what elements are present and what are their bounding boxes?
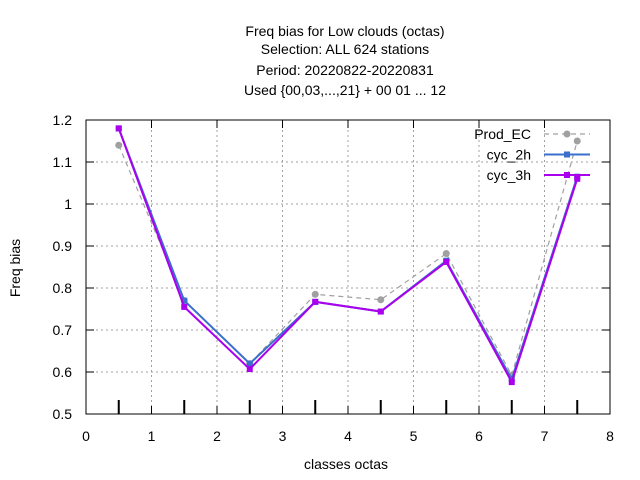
x-tick-label: 0: [82, 428, 90, 444]
data-point: [246, 360, 253, 367]
legend-marker: [563, 130, 571, 138]
legend-item: cyc_2h: [487, 147, 590, 163]
legend-label: Prod_EC: [474, 126, 531, 142]
y-axis-label: Freq bias: [7, 239, 23, 297]
data-point: [246, 366, 253, 373]
series-cyc_3h: [115, 125, 581, 386]
legend: Prod_EC cyc_2h cyc_3h: [474, 126, 590, 183]
data-point: [573, 137, 581, 145]
y-tick-label: 0.6: [53, 364, 73, 380]
legend-label: cyc_2h: [487, 147, 531, 163]
data-point: [311, 290, 319, 298]
y-tick-label: 0.8: [53, 280, 73, 296]
x-tick-label: 8: [606, 428, 614, 444]
x-tick-label: 6: [475, 428, 483, 444]
y-tick-label: 0.5: [53, 406, 73, 422]
x-tick-labels: 0 1 2 3 4 5 6 7 8: [82, 428, 614, 444]
data-point: [181, 303, 188, 310]
grid: [86, 120, 610, 414]
data-point: [377, 296, 385, 304]
y-tick-labels: 0.5 0.6 0.7 0.8 0.9 1 1.1 1.2: [53, 112, 73, 422]
data-point: [574, 175, 581, 182]
x-axis-label: classes octas: [304, 456, 388, 472]
title-line-3: Period: 20220822-20220831: [256, 62, 434, 78]
x-tick-label: 7: [541, 428, 549, 444]
y-tick-label: 0.7: [53, 322, 73, 338]
title-line-2: Selection: ALL 624 stations: [261, 41, 429, 57]
legend-label: cyc_3h: [487, 167, 531, 183]
legend-marker: [564, 172, 570, 178]
y-tick-label: 1: [64, 196, 72, 212]
title-line-1: Freq bias for Low clouds (octas): [245, 23, 444, 39]
x-tick-label: 2: [213, 428, 221, 444]
x-tick-label: 3: [279, 428, 287, 444]
x-tick-label: 1: [148, 428, 156, 444]
data-point: [508, 379, 515, 386]
chart-title: Freq bias for Low clouds (octas) Selecti…: [244, 23, 446, 98]
data-point: [442, 250, 450, 258]
series-group: [115, 125, 581, 386]
y-tick-label: 1.2: [53, 112, 73, 128]
y-tick-label: 1.1: [53, 154, 73, 170]
data-point: [181, 297, 188, 304]
y-tick-label: 0.9: [53, 238, 73, 254]
data-point: [312, 298, 319, 305]
legend-item: cyc_3h: [487, 167, 590, 183]
data-point: [115, 141, 123, 149]
legend-item: Prod_EC: [474, 126, 590, 142]
axis-ticks: [85, 119, 611, 415]
series-line: [117, 128, 579, 385]
x-tick-label: 5: [410, 428, 418, 444]
x-tick-label: 4: [344, 428, 352, 444]
data-point: [377, 308, 384, 315]
series-cyc_2h: [115, 125, 581, 383]
legend-marker: [564, 151, 570, 158]
title-line-4: Used {00,03,...,21} + 00 01 ... 12: [244, 82, 446, 98]
data-point: [115, 125, 122, 132]
data-point: [443, 258, 450, 265]
